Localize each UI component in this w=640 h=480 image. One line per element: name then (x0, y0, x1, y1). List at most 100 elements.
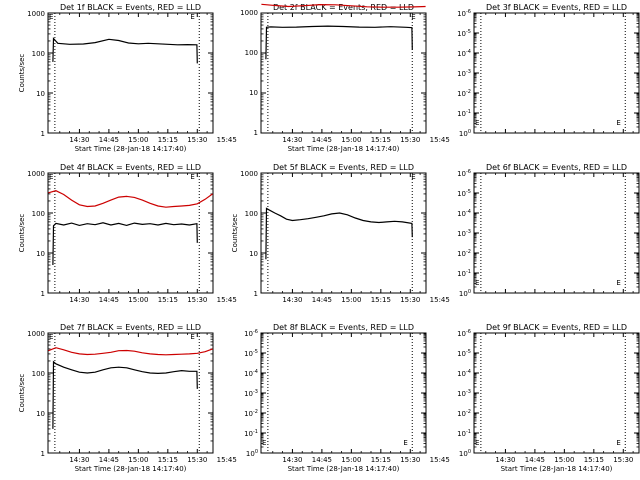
y-tick-label: 10-3 (244, 389, 258, 398)
event-flag-label: E (49, 333, 53, 341)
panel-title: Det 3f BLACK = Events, RED = LLD (486, 3, 627, 12)
x-tick-label: 15:45 (430, 136, 450, 144)
x-tick-label: 15:30 (400, 136, 420, 144)
panel-title: Det 9f BLACK = Events, RED = LLD (486, 323, 627, 332)
panel-title: Det 4f BLACK = Events, RED = LLD (60, 163, 201, 172)
y-tick-label: 100 (459, 129, 471, 138)
x-tick-label: 15:45 (217, 296, 237, 304)
y-tick-label: 10-1 (244, 429, 258, 438)
x-tick-label: 14:30 (495, 456, 515, 464)
y-tick-label: 1000 (27, 10, 45, 18)
x-tick-label: 15:30 (187, 296, 207, 304)
y-tick-label: 1 (254, 290, 258, 298)
x-tick-label: 14:30 (69, 296, 89, 304)
y-axis-label: Counts/sec (18, 54, 26, 93)
y-tick-label: 100 (245, 49, 258, 57)
y-tick-label: 100 (32, 210, 45, 218)
y-tick-label: 10-1 (457, 109, 471, 118)
plot-frame (47, 172, 214, 294)
event-flag-label: E (190, 333, 194, 341)
y-tick-label: 10-2 (457, 89, 471, 98)
series-line-lld (261, 3, 426, 8)
x-tick-label: 15:30 (187, 136, 207, 144)
panel-title: Det 5f BLACK = Events, RED = LLD (273, 163, 414, 172)
x-tick-label: 15:15 (371, 136, 391, 144)
x-tick-label: 15:00 (128, 456, 148, 464)
x-tick-label: 14:45 (312, 456, 332, 464)
y-tick-label: 10-2 (244, 409, 258, 418)
y-tick-label: 10 (249, 250, 258, 258)
x-tick-label: 15:15 (584, 456, 604, 464)
x-tick-label: 14:45 (99, 456, 119, 464)
y-tick-label: 1 (41, 290, 45, 298)
y-tick-label: 100 (246, 449, 258, 458)
y-tick-label: 1000 (240, 170, 258, 178)
y-tick-label: 1 (41, 450, 45, 458)
y-tick-label: 100 (459, 289, 471, 298)
x-tick-label: 15:15 (158, 456, 178, 464)
panel-det-8: Det 8f BLACK = Events, RED = LLD 10-6 10-5… (244, 323, 450, 473)
y-tick-label: 10 (36, 250, 45, 258)
x-tick-label: 15:00 (128, 296, 148, 304)
event-flag-label: E (190, 13, 194, 21)
y-tick-label: 10-1 (457, 269, 471, 278)
event-flag-label: E (49, 173, 53, 181)
y-tick-label: 100 (32, 50, 45, 58)
x-tick-label: 14:45 (99, 296, 119, 304)
x-tick-label: 15:00 (554, 456, 574, 464)
plot-frame (260, 12, 427, 134)
x-tick-label: 14:45 (525, 456, 545, 464)
y-tick-label: 1 (254, 129, 258, 137)
y-tick-label: 10-5 (244, 349, 258, 358)
plot-frame (260, 332, 427, 454)
event-flag-label: E (616, 439, 620, 447)
panel-title: Det 1f BLACK = Events, RED = LLD (60, 3, 201, 12)
series-line-events (52, 36, 198, 64)
x-axis-label: Start Time (28-Jan-18 14:17:40) (501, 465, 613, 473)
x-tick-label: 15:30 (400, 296, 420, 304)
panel-det-3: Det 3f BLACK = Events, RED = LLD 10-6 10-5… (457, 3, 640, 138)
plot-frame (473, 172, 640, 294)
event-flag-label: E (411, 173, 415, 181)
event-flag-label: E (475, 119, 479, 127)
y-tick-label: 1000 (27, 170, 45, 178)
event-flag-label: E (475, 439, 479, 447)
y-tick-label: 10-3 (457, 389, 471, 398)
panel-det-7: Det 7f BLACK = Events, RED = LLD 1000 100 1… (18, 323, 237, 473)
y-tick-label: 100 (245, 210, 258, 218)
x-tick-label: 15:00 (341, 456, 361, 464)
x-tick-label: 15:00 (341, 296, 361, 304)
series-line-lld (48, 347, 213, 356)
panel-det-4: Det 4f BLACK = Events, RED = LLD 1000 100 1… (18, 163, 237, 304)
y-tick-label: 10-5 (457, 29, 471, 38)
y-axis-label: Counts/sec (18, 214, 26, 253)
series-line-events (52, 222, 198, 266)
y-tick-label: 10-4 (457, 49, 471, 58)
x-tick-label: 14:45 (99, 136, 119, 144)
y-tick-label: 10-2 (457, 409, 471, 418)
y-tick-label: 10-4 (244, 369, 258, 378)
x-tick-label: 15:15 (158, 136, 178, 144)
y-tick-label: 10-6 (457, 169, 471, 178)
y-tick-label: 10-2 (457, 249, 471, 258)
x-tick-label: 14:30 (69, 456, 89, 464)
series-line-events (265, 25, 413, 60)
y-tick-label: 100 (32, 370, 45, 378)
x-axis-label: Start Time (28-Jan-18 14:17:40) (288, 145, 400, 153)
x-tick-label: 15:45 (217, 136, 237, 144)
x-axis-label: Start Time (28-Jan-18 14:17:40) (288, 465, 400, 473)
event-flag-label: E (190, 173, 194, 181)
y-tick-label: 10-5 (457, 189, 471, 198)
event-flag-label: E (411, 13, 415, 21)
event-flag-label: E (262, 439, 266, 447)
panel-det-1: Det 1f BLACK = Events, RED = LLD 1000 100 1… (18, 3, 237, 153)
y-tick-label: 10-5 (457, 349, 471, 358)
x-axis-label: Start Time (28-Jan-18 14:17:40) (75, 465, 187, 473)
x-tick-label: 15:45 (430, 296, 450, 304)
x-tick-label: 15:15 (158, 296, 178, 304)
y-tick-label: 10 (36, 90, 45, 98)
y-tick-label: 10-3 (457, 69, 471, 78)
panel-title: Det 7f BLACK = Events, RED = LLD (60, 323, 201, 332)
y-tick-label: 10-6 (457, 329, 471, 338)
x-tick-label: 15:15 (371, 456, 391, 464)
